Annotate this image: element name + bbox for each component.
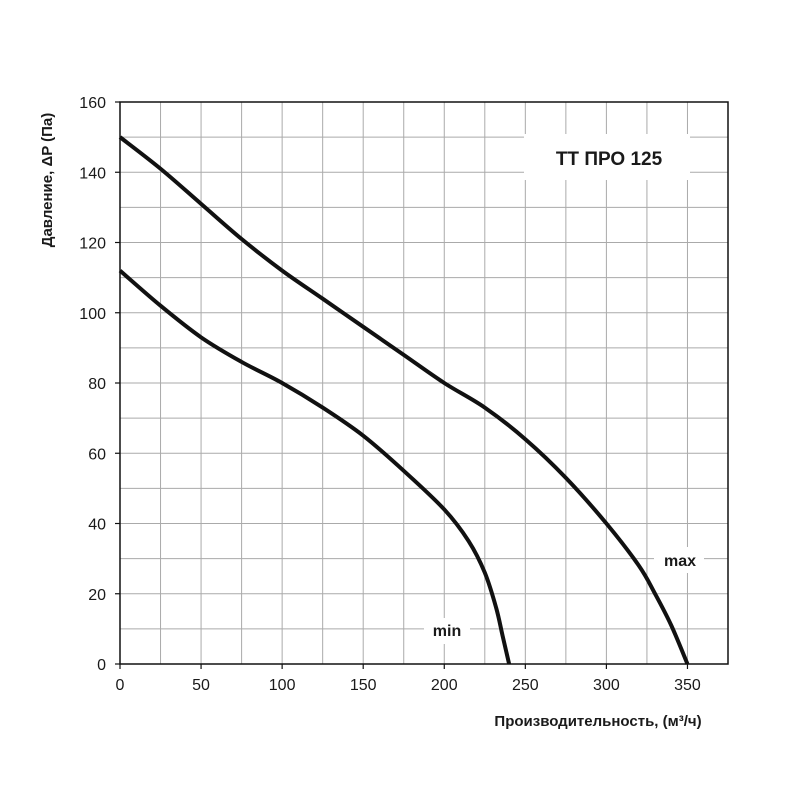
x-tick-label: 150 (350, 677, 377, 694)
max-label-bg (654, 547, 704, 573)
x-tick-label: 0 (116, 677, 125, 694)
x-tick-label: 200 (431, 677, 458, 694)
series-line-min (118, 269, 512, 665)
y-axis-title: Давление, ΔP (Па) (39, 113, 56, 247)
chart-title: TT ПРО 125 (556, 149, 663, 170)
x-tick-label: 50 (192, 677, 210, 694)
y-tick-label: 20 (88, 587, 106, 604)
axes (115, 101, 729, 669)
y-tick-label: 100 (79, 306, 106, 323)
x-tick-label: 100 (269, 677, 296, 694)
x-tick-label: 350 (674, 677, 701, 694)
x-axis-title: Производительность, (м³/ч) (494, 713, 701, 730)
tick-labels: 0 50 100 150 200 250 300 350 0 20 40 60 80 100 120 140 1… (79, 95, 701, 694)
y-tick-label: 80 (88, 376, 106, 393)
y-tick-label: 120 (79, 236, 106, 253)
series-label-min: min (433, 623, 461, 640)
y-tick-label: 60 (88, 446, 106, 463)
x-tick-label: 250 (512, 677, 539, 694)
series-label-max: max (664, 553, 696, 570)
series-line-max (118, 135, 690, 665)
y-tick-label: 0 (97, 657, 106, 674)
y-tick-label: 40 (88, 517, 106, 534)
series-lines (118, 135, 690, 665)
y-tick-label: 160 (79, 95, 106, 112)
title-box (524, 134, 690, 180)
y-tick-label: 140 (79, 165, 106, 182)
x-tick-label: 300 (593, 677, 620, 694)
min-label-bg (424, 618, 470, 644)
